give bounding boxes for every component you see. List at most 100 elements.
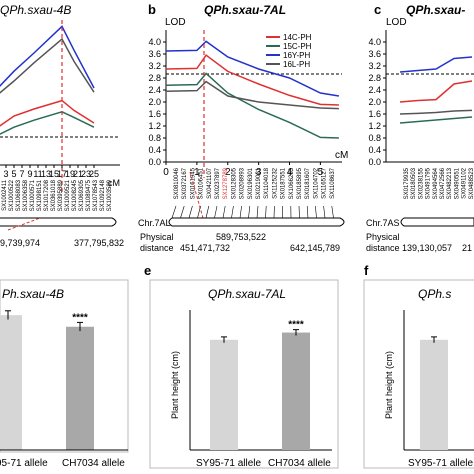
panel-c-chr-label: Chr.7AS <box>366 218 400 228</box>
x-tick-label: 3 <box>256 167 262 178</box>
panel-a-pos-left: 9,739,974 <box>0 238 40 248</box>
panel-e-title: QPh.sxau-7AL <box>208 287 286 301</box>
x-tick-label: 9 <box>27 169 32 179</box>
y-tick-label: 1.2 <box>368 121 381 131</box>
y-tick-label: 2.8 <box>148 73 161 83</box>
panel-f-letter: f <box>364 263 369 278</box>
panel-b-letter: b <box>148 2 156 17</box>
panel-c-pos-right: 21 <box>462 243 472 253</box>
marker-connector <box>265 205 267 219</box>
panel-b-chromosome-bar <box>168 217 345 227</box>
marker-label: SX0494564 <box>433 167 439 199</box>
marker-label: SX1078543 <box>93 179 99 211</box>
series-line-14C-PH <box>0 99 95 127</box>
x-tick-label: 25 <box>89 169 99 179</box>
marker-label: SX0482213 <box>447 167 453 199</box>
panel-c: c QPh.sxau- LOD 0.0 0.4 0.8 1.2 1.6 2.0 2.4 2.8… <box>366 2 474 253</box>
panel-e-letter: e <box>144 263 151 278</box>
y-tick-label: 3.6 <box>148 49 161 59</box>
marker-connector <box>231 205 234 219</box>
marker-connector <box>171 205 177 219</box>
marker-connector <box>214 205 218 219</box>
panel-a-cm-label: cM <box>108 178 120 188</box>
x-tick-label: 19 <box>65 169 75 179</box>
panel-c-dist-label: distance <box>366 243 400 253</box>
panel-d-frame <box>0 279 129 453</box>
legend-entry: 16L-PH <box>283 60 310 69</box>
panel-a-title: QPh.sxau-4B <box>0 3 71 17</box>
panel-f-frame <box>363 279 474 469</box>
y-tick-label: 4.0 <box>368 37 381 47</box>
panel-c-phys-label: Physical <box>366 232 400 242</box>
y-tick-label: 3.2 <box>148 61 161 71</box>
panel-b-phys-label: Physical <box>140 232 174 242</box>
marker-label: SX1089475 <box>86 179 92 211</box>
panel-c-pos-left: 139,130,057 <box>402 243 452 253</box>
bar <box>282 332 310 450</box>
marker-label: SX0238155 <box>418 167 424 199</box>
marker-label: SX1000571 <box>30 179 36 211</box>
marker-label: SX1009521 <box>65 179 71 211</box>
x-tick-label: 1 <box>194 167 200 178</box>
series-line-15C-PH <box>165 72 339 139</box>
marker-connector <box>323 205 326 219</box>
bar <box>420 339 448 450</box>
x-tick-label: 3 <box>3 169 8 179</box>
y-tick-label: 3.6 <box>368 49 381 59</box>
marker-label: SX0361018 <box>51 179 57 211</box>
marker-label: SX1069305 <box>79 179 85 211</box>
marker-label: SX0395889 <box>58 179 64 211</box>
marker-label: SX0491102 <box>462 167 468 199</box>
y-tick-label: 2.0 <box>148 97 161 107</box>
marker-label: SX0181607 <box>305 167 311 199</box>
marker-label: SX0472566 <box>440 167 446 199</box>
y-tick-label: 1.6 <box>148 109 161 119</box>
marker-label: SX1165127 <box>322 167 328 199</box>
marker-label: SX1104018 <box>264 167 270 199</box>
marker-label: SX0208993 <box>240 167 246 199</box>
panel-a-marker-labels: SX1002411 SX1000522 SX1068083 SX1006358 SX10… <box>2 179 113 211</box>
marker-connector <box>256 205 259 219</box>
marker-label: SX1278789 <box>223 167 229 199</box>
series-line-16L-PH <box>399 109 473 115</box>
series-line-16Y-PH <box>0 25 95 89</box>
marker-label: SX0219021 <box>256 167 262 199</box>
marker-connector <box>315 205 317 219</box>
marker-label: SX1008245 <box>72 179 78 211</box>
marker-label: SX0491795 <box>426 167 432 199</box>
x-tick-label: 5 <box>11 169 16 179</box>
panel-c-letter: c <box>374 2 381 17</box>
panel-e: e QPh.sxau-7AL Plant height (cm) **** SY… <box>144 263 339 469</box>
x-tick-label: 17 <box>57 169 67 179</box>
marker-connector <box>180 205 185 219</box>
y-tick-label: 1.2 <box>148 121 161 131</box>
marker-label: SX1066283 <box>289 167 295 199</box>
series-line-14C-PH <box>399 80 473 103</box>
panel-b-cm-label: cM <box>335 150 348 161</box>
series-line-16L-PH <box>0 37 95 94</box>
panel-b-pos-mid: 589,753,522 <box>216 232 266 242</box>
panel-e-bar1-label: SY95-71 allele <box>196 458 261 469</box>
marker-connector <box>197 205 201 219</box>
marker-connector <box>306 205 309 219</box>
panel-c-chromosome-bar <box>400 217 474 227</box>
panel-a-pos-right: 377,795,832 <box>74 238 124 248</box>
marker-label: SX1125232 <box>272 167 278 199</box>
x-tick-label: 2 <box>225 167 231 178</box>
panel-a-interval-link <box>7 217 41 231</box>
marker-label: SX0179935 <box>404 167 410 199</box>
y-tick-label: 0.0 <box>148 157 161 167</box>
legend-entry: 14C-PH <box>283 33 312 42</box>
series-line-16L-PH <box>165 80 339 110</box>
y-tick-label: 0.4 <box>368 145 381 155</box>
series-line-14C-PH <box>165 54 339 106</box>
marker-connector <box>205 205 210 219</box>
panel-c-title: QPh.sxau- <box>406 3 465 17</box>
panel-b-lod-lines <box>165 40 340 139</box>
panel-b-marker-connectors <box>171 205 334 219</box>
significance-mark: **** <box>72 312 88 323</box>
y-tick-label: 2.4 <box>368 85 381 95</box>
